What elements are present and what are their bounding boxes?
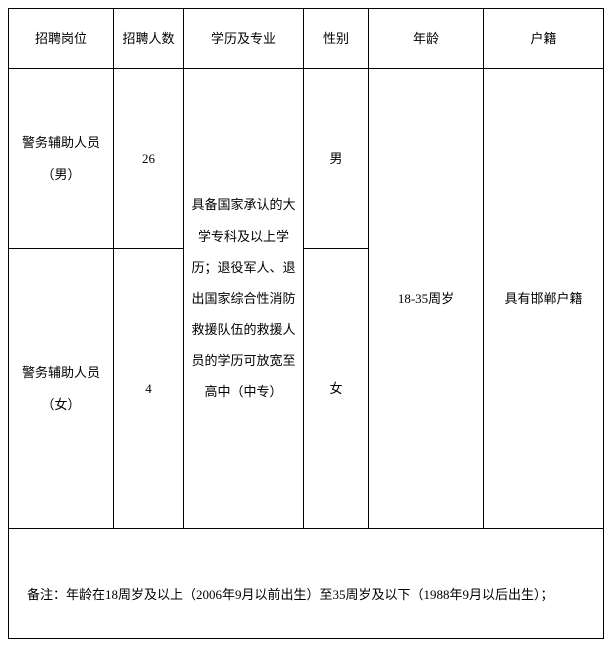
header-count: 招聘人数 [114,9,184,69]
header-gender: 性别 [304,9,369,69]
recruitment-table: 招聘岗位 招聘人数 学历及专业 性别 年龄 户籍 警务辅助人员（男） 26 具备… [8,8,604,639]
cell-position-1: 警务辅助人员（男） [9,69,114,249]
header-age: 年龄 [369,9,484,69]
cell-education: 具备国家承认的大学专科及以上学历；退役军人、退出国家综合性消防救援队伍的救援人员… [184,69,304,529]
table-note-row: 备注：年龄在18周岁及以上（2006年9月以前出生）至35周岁及以下（1988年… [9,529,604,639]
cell-count-1: 26 [114,69,184,249]
header-education: 学历及专业 [184,9,304,69]
cell-age: 18-35周岁 [369,69,484,529]
cell-gender-2: 女 [304,249,369,529]
cell-gender-1: 男 [304,69,369,249]
cell-note: 备注：年龄在18周岁及以上（2006年9月以前出生）至35周岁及以下（1988年… [9,529,604,639]
header-hukou: 户籍 [484,9,604,69]
cell-count-2: 4 [114,249,184,529]
header-position: 招聘岗位 [9,9,114,69]
table-header-row: 招聘岗位 招聘人数 学历及专业 性别 年龄 户籍 [9,9,604,69]
cell-hukou: 具有邯郸户籍 [484,69,604,529]
table-row: 警务辅助人员（男） 26 具备国家承认的大学专科及以上学历；退役军人、退出国家综… [9,69,604,249]
cell-position-2: 警务辅助人员（女） [9,249,114,529]
